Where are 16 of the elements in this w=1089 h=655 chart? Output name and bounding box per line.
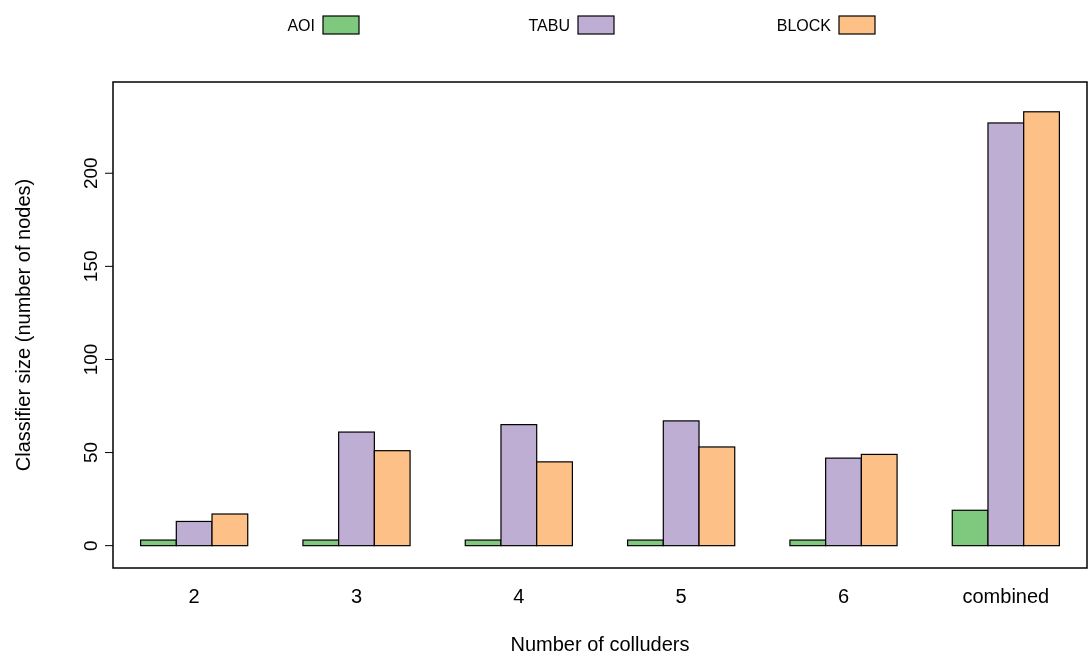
x-tick-label: 6 [837, 585, 850, 607]
y-tick-label: 200 [80, 157, 101, 190]
y-axis-title: Classifier size (number of nodes) [12, 178, 34, 472]
legend-label: BLOCK [776, 16, 832, 34]
y-tick-label: 100 [80, 343, 101, 376]
x-tick-label: combined [962, 585, 1050, 607]
x-tick-label: 3 [350, 585, 363, 607]
legend-label: AOI [287, 16, 315, 34]
y-tick-label: 0 [80, 540, 101, 551]
legend-label: TABU [528, 16, 570, 34]
y-tick-label: 150 [80, 250, 101, 283]
x-axis-title: Number of colluders [510, 633, 690, 655]
x-tick-label: 4 [513, 585, 525, 607]
y-tick-label: 50 [80, 441, 101, 464]
x-tick-label: 2 [188, 585, 200, 607]
x-tick-label: 5 [675, 585, 687, 607]
